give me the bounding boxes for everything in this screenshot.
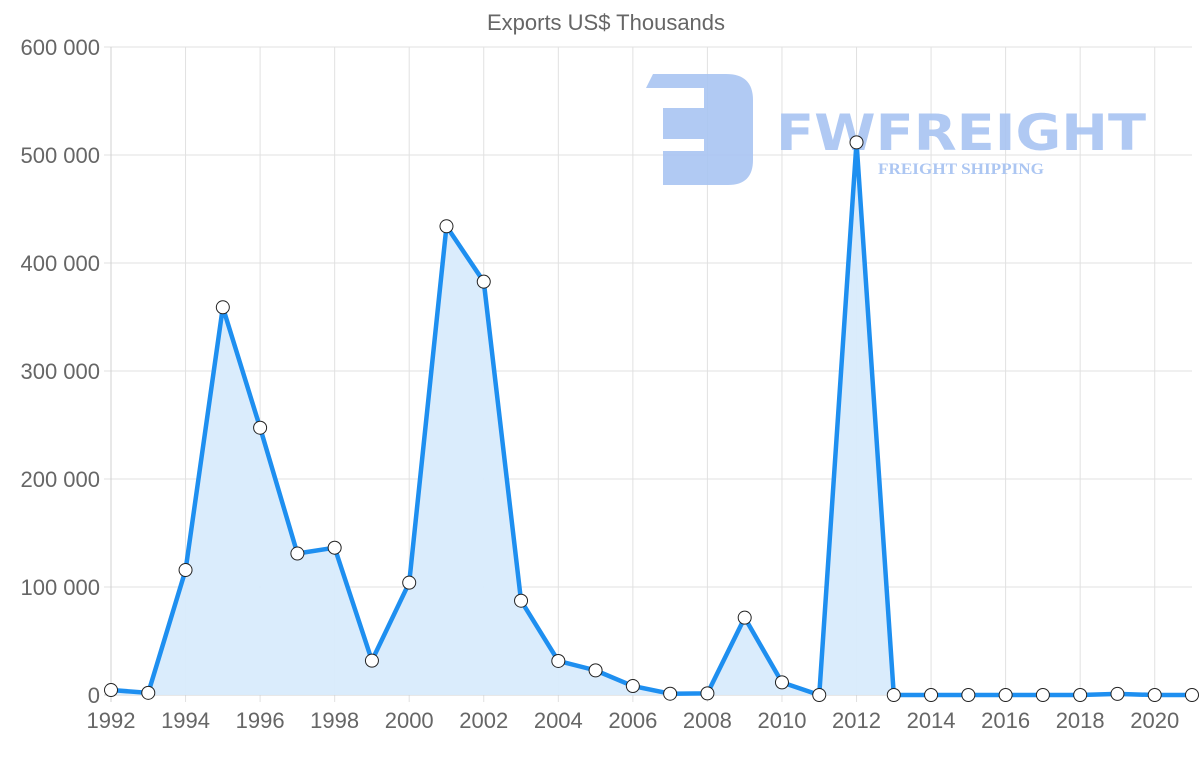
- data-point-2009[interactable]: 2009: 71600: [737, 610, 752, 625]
- y-axis-ticks: 0 100 000 200 000 300 000 400 000 500 000 600 …: [20, 35, 100, 708]
- data-point-2012[interactable]: 2012: 511700: [849, 135, 864, 150]
- x-tick-label: 1996: [236, 708, 285, 733]
- x-tick-label: 2014: [907, 708, 956, 733]
- x-tick-label: 1998: [310, 708, 359, 733]
- data-point-2020[interactable]: 2020: 0: [1147, 688, 1162, 702]
- x-tick-label: 2010: [757, 708, 806, 733]
- fwfreight-watermark: FWFREIGHT FREIGHT SHIPPING: [646, 74, 1146, 185]
- data-point-2015[interactable]: 2015: 0: [961, 688, 976, 702]
- data-point-2008[interactable]: 2008: 1500: [700, 686, 715, 701]
- y-tick-label: 400 000: [20, 251, 100, 276]
- data-point-1999[interactable]: 1999: 31800: [364, 653, 379, 668]
- watermark-tagline: FREIGHT SHIPPING: [878, 161, 1045, 178]
- data-point-1998[interactable]: 1998: 136400: [327, 540, 342, 555]
- y-tick-label: 200 000: [20, 467, 100, 492]
- data-point-1995[interactable]: 1995: 359000: [215, 300, 230, 315]
- area-fill-path: [111, 142, 1192, 695]
- y-tick-label: 0: [88, 683, 100, 708]
- data-point-2002[interactable]: 2002: 382700: [476, 274, 491, 289]
- y-tick-label: 500 000: [20, 143, 100, 168]
- x-tick-label: 2018: [1056, 708, 1105, 733]
- x-tick-label: 1992: [87, 708, 136, 733]
- data-point-2003[interactable]: 2003: 87300: [514, 593, 529, 608]
- data-point-2011[interactable]: 2011: 0: [812, 688, 827, 702]
- y-tick-label: 100 000: [20, 575, 100, 600]
- x-tick-label: 2006: [608, 708, 657, 733]
- data-point-2004[interactable]: 2004: 31500: [551, 653, 566, 668]
- x-tick-label: 2000: [385, 708, 434, 733]
- data-point-2006[interactable]: 2006: 8300: [625, 679, 640, 694]
- chart-title: Exports US$ Thousands: [487, 10, 725, 35]
- data-point-2014[interactable]: 2014: 0: [924, 688, 939, 702]
- x-tick-label: 2004: [534, 708, 583, 733]
- data-point-2010[interactable]: 2010: 11700: [774, 675, 789, 690]
- data-point-2018[interactable]: 2018: 0: [1073, 688, 1088, 702]
- x-axis-ticks: 1992 1994 1996 1998 2000 2002 2004 2006 2008 2010…: [87, 708, 1180, 733]
- x-tick-label: 1994: [161, 708, 210, 733]
- data-point-2017[interactable]: 2017: 0: [1035, 688, 1050, 702]
- data-point-1997[interactable]: 1997: 131000: [290, 546, 305, 561]
- x-tick-label: 2008: [683, 708, 732, 733]
- data-point-1996[interactable]: 1996: 247500: [253, 420, 268, 435]
- data-point-1992[interactable]: 1992: 4600: [104, 683, 118, 698]
- area-fill: [111, 142, 1192, 695]
- x-tick-label: 2020: [1130, 708, 1179, 733]
- y-tick-label: 600 000: [20, 35, 100, 60]
- x-tick-label: 2002: [459, 708, 508, 733]
- fwfreight-logo-icon: [646, 74, 753, 185]
- data-point-2001[interactable]: 2001: 434000: [439, 219, 454, 234]
- data-points: 1992: 4600 1993: 2000 1994: 115700 1995: 35…: [104, 135, 1199, 702]
- x-tick-label: 2012: [832, 708, 881, 733]
- data-point-2013[interactable]: 2013: 0: [886, 688, 901, 702]
- data-point-2000[interactable]: 2000: 104000: [402, 575, 417, 590]
- data-point-2007[interactable]: 2007: 1200: [663, 686, 678, 701]
- data-point-2016[interactable]: 2016: 0: [998, 688, 1013, 702]
- watermark-brand: FWFREIGHT: [776, 104, 1146, 162]
- data-point-1993[interactable]: 1993: 2000: [141, 685, 156, 700]
- data-point-2021[interactable]: 2021: 0: [1185, 688, 1199, 702]
- x-tick-label: 2016: [981, 708, 1030, 733]
- data-point-1994[interactable]: 1994: 115700: [178, 563, 193, 578]
- data-point-2005[interactable]: 2005: 22800: [588, 663, 603, 678]
- y-tick-label: 300 000: [20, 359, 100, 384]
